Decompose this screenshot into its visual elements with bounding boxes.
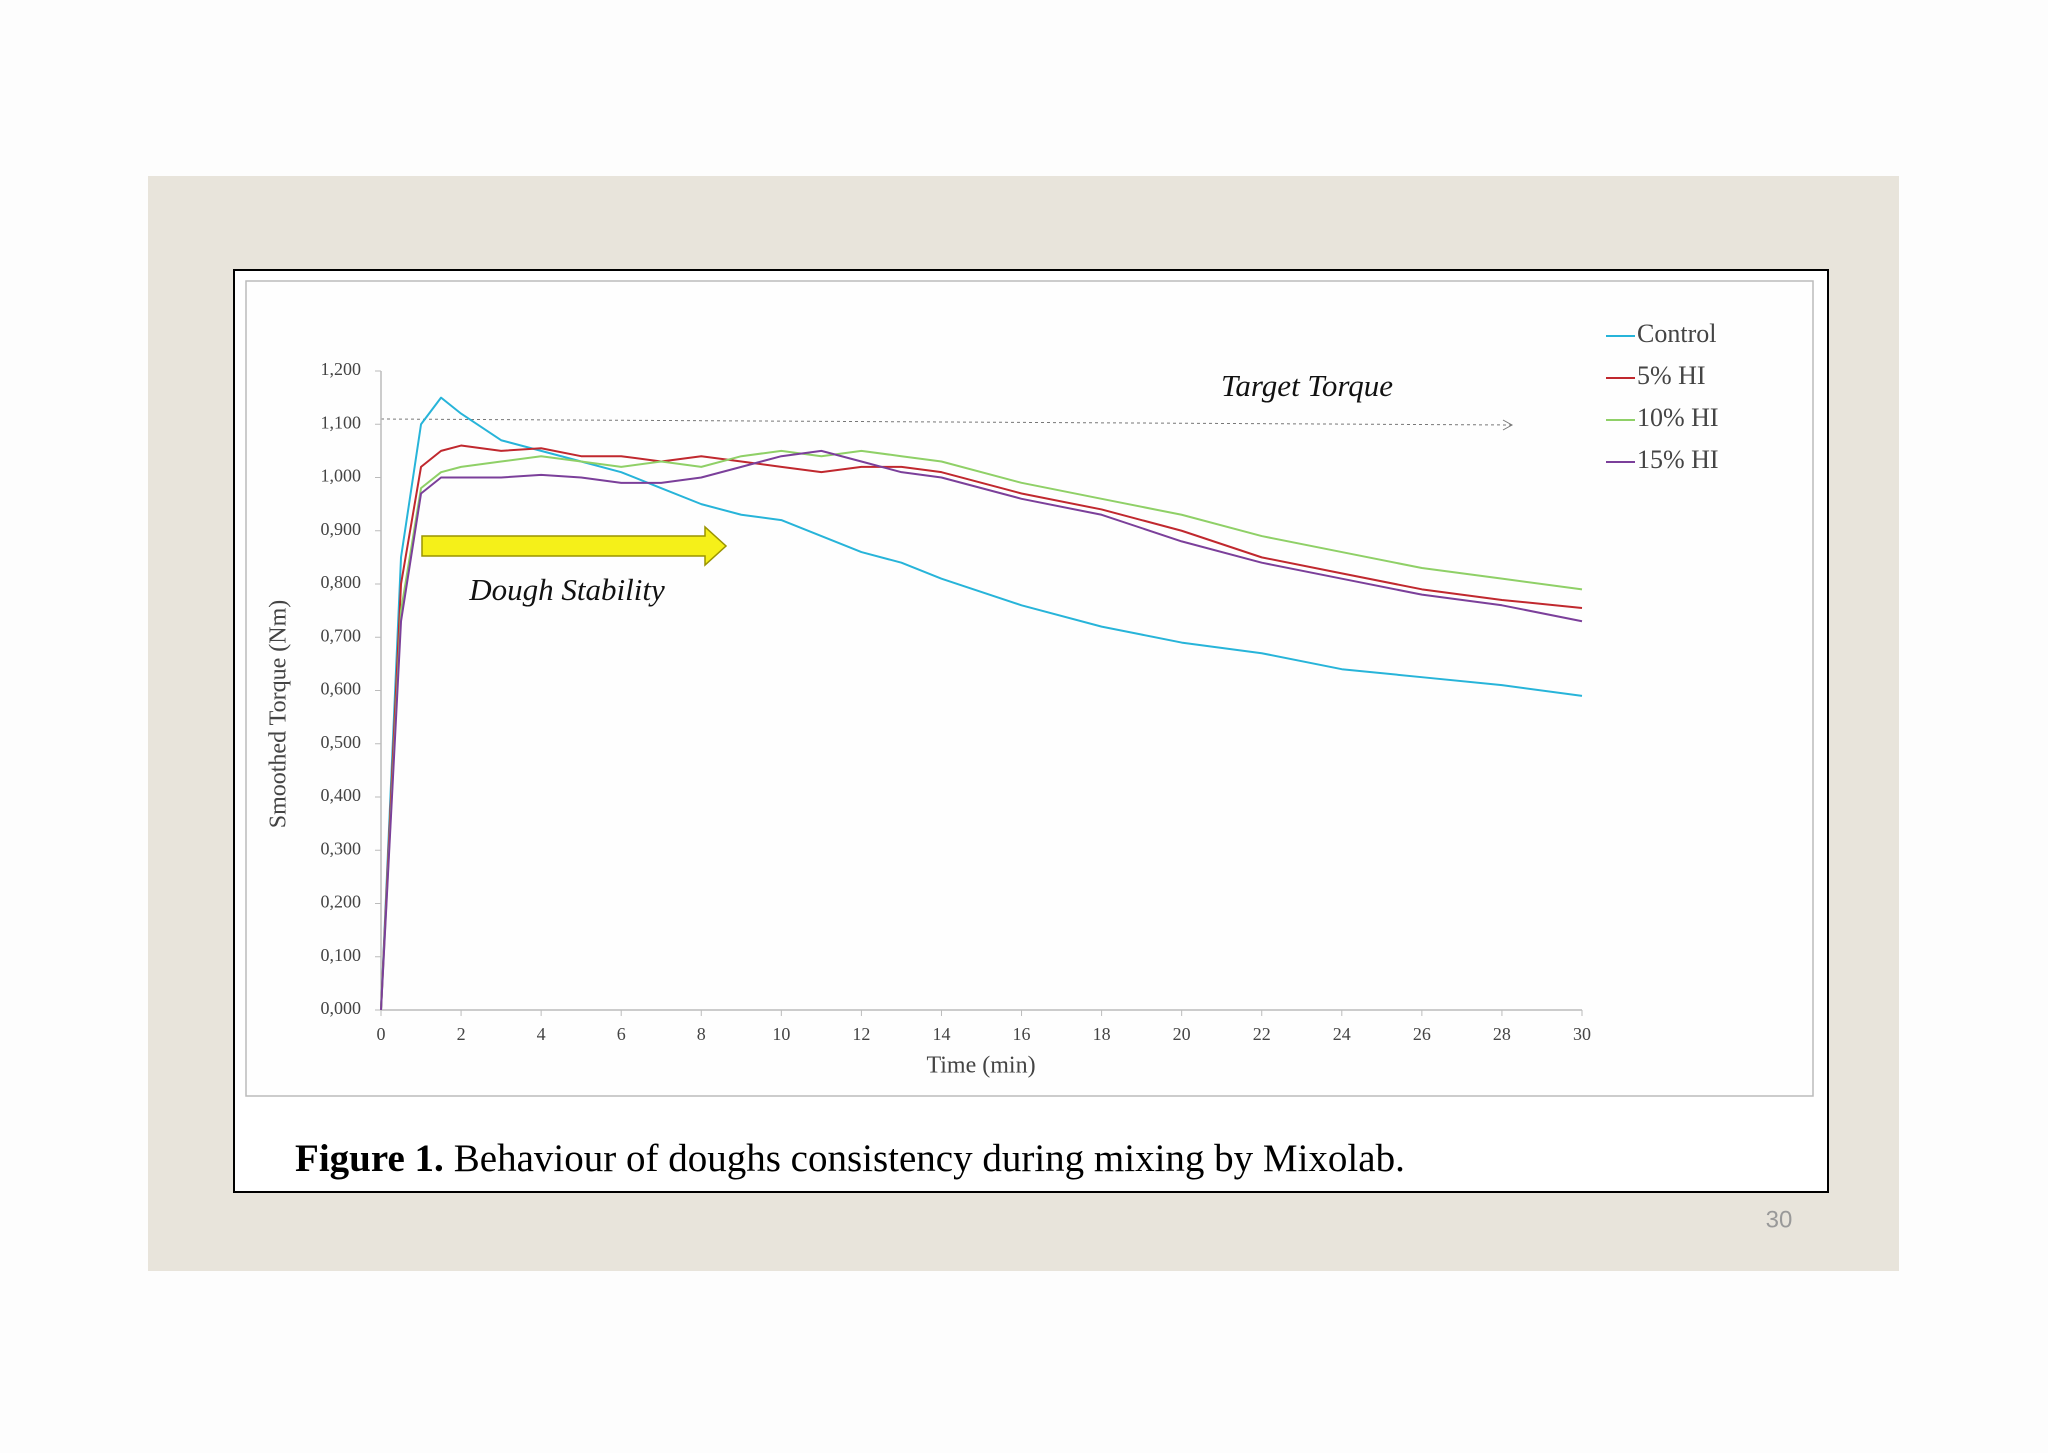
y-tick-label: 0,200 [321,892,362,912]
target-line [380,418,1513,426]
x-tick-label: 12 [852,1024,870,1044]
y-tick-label: 0,900 [321,519,362,539]
y-tick-label: 0,500 [321,732,362,752]
y-tick-label: 1,200 [321,359,362,379]
x-tick-label: 28 [1493,1024,1511,1044]
x-tick-label: 22 [1253,1024,1271,1044]
x-tick-label: 16 [1013,1024,1031,1044]
y-tick-label: 0,700 [321,625,362,645]
x-tick-label: 14 [932,1024,950,1044]
y-axis-title: Smoothed Torque (Nm) [266,600,292,829]
annotation: Target Torque [1221,368,1393,403]
legend-label: 5% HI [1637,361,1706,390]
y-tick-label: 0,000 [321,998,362,1018]
x-tick-label: 6 [617,1024,626,1044]
x-tick-label: 10 [772,1024,790,1044]
y-tick-label: 0,800 [321,572,362,592]
page-number: 30 [1766,1206,1793,1233]
series-line [380,444,1583,1011]
legend-label: Control [1637,319,1716,348]
annotation: Dough Stability [468,572,665,607]
y-tick-label: 0,100 [321,945,362,965]
y-tick-label: 0,300 [321,838,362,858]
x-tick-label: 24 [1333,1024,1351,1044]
y-tick-label: 0,600 [321,679,362,699]
series-line [380,396,1583,1011]
x-tick-label: 8 [697,1024,706,1044]
caption: Figure 1. Behaviour of doughs consistency… [295,1137,1405,1180]
series-line [380,449,1583,1011]
x-axis-title: Time (min) [926,1053,1035,1079]
y-tick-label: 1,100 [321,412,362,432]
chart-border [245,280,1814,1097]
series-line [380,449,1583,1011]
x-tick-label: 4 [537,1024,546,1044]
caption-text: Behaviour of doughs consistency during m… [454,1137,1405,1180]
x-tick-label: 26 [1413,1024,1431,1044]
caption-label: Figure 1. [295,1137,444,1180]
legend-label: 10% HI [1637,403,1719,432]
x-tick-label: 18 [1093,1024,1111,1044]
y-tick-label: 0,400 [321,785,362,805]
y-tick-label: 1,000 [321,466,362,486]
x-tick-label: 20 [1173,1024,1191,1044]
target-arrowhead [1502,419,1514,431]
x-tick-label: 30 [1573,1024,1591,1044]
x-tick-label: 2 [457,1024,466,1044]
x-tick-label: 0 [377,1024,386,1044]
stability-arrow [421,525,728,567]
legend-label: 15% HI [1637,445,1719,474]
